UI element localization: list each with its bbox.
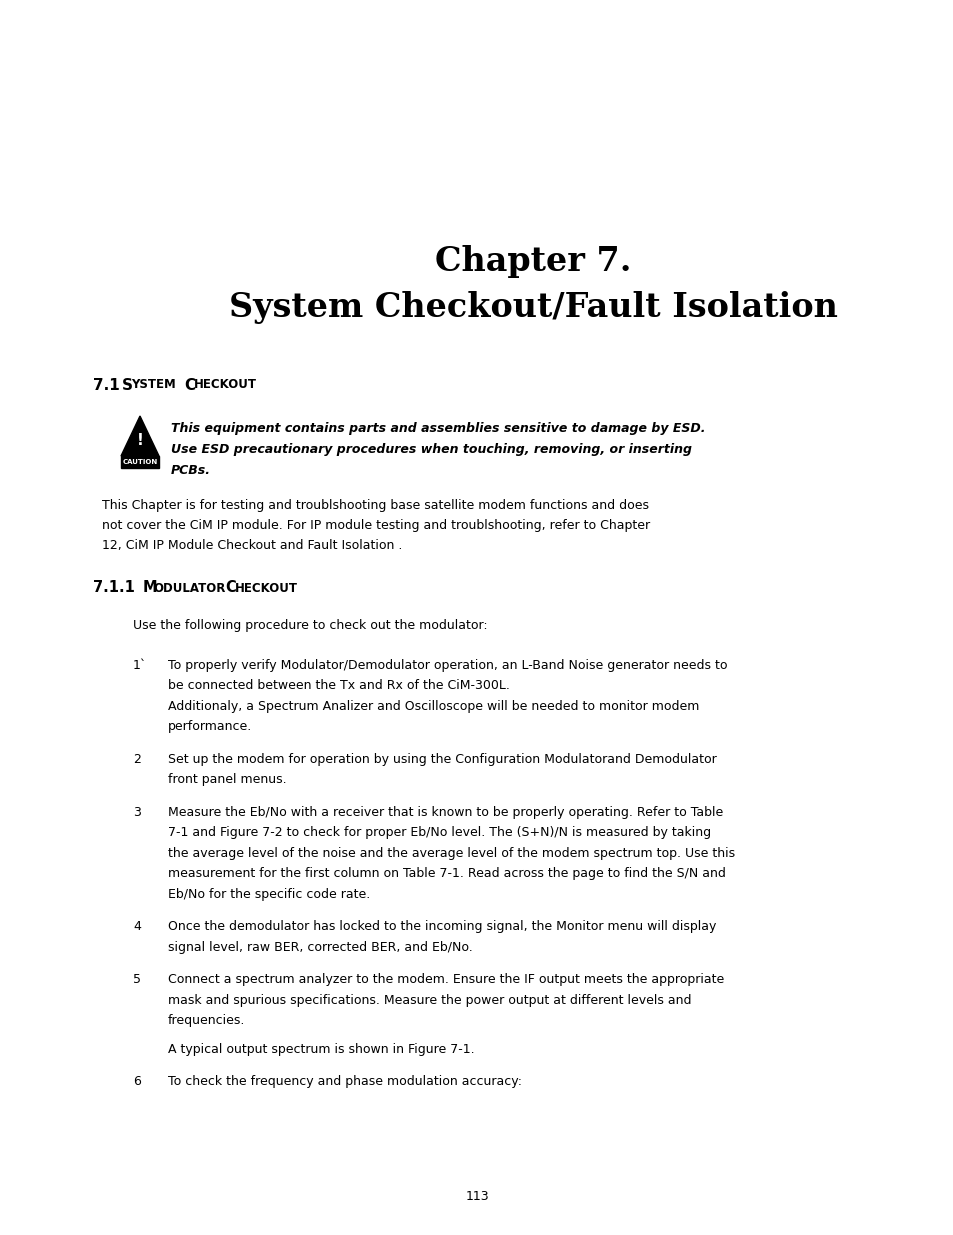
Text: 2: 2 (132, 752, 141, 766)
Text: 113: 113 (465, 1191, 488, 1203)
Text: Chapter 7.: Chapter 7. (435, 246, 631, 279)
Text: mask and spurious specifications. Measure the power output at different levels a: mask and spurious specifications. Measur… (168, 993, 691, 1007)
Text: 5: 5 (132, 973, 141, 986)
Text: Eb/No for the specific code rate.: Eb/No for the specific code rate. (168, 888, 370, 900)
Text: measurement for the first column on Table 7-1. Read across the page to find the : measurement for the first column on Tabl… (168, 867, 725, 881)
Text: 6: 6 (132, 1074, 141, 1088)
Text: front panel menus.: front panel menus. (168, 773, 286, 785)
Text: HECKOUT: HECKOUT (234, 582, 297, 594)
Text: YSTEM: YSTEM (132, 378, 180, 391)
Text: be connected between the Tx and Rx of the CiM-300L.: be connected between the Tx and Rx of th… (168, 679, 509, 692)
Text: the average level of the noise and the average level of the modem spectrum top. : the average level of the noise and the a… (168, 846, 735, 860)
Text: C: C (225, 580, 235, 595)
Text: M: M (143, 580, 157, 595)
Polygon shape (121, 416, 159, 456)
Text: PCBs.: PCBs. (171, 463, 211, 477)
Text: 7-1 and Figure 7-2 to check for proper Eb/No level. The (S+N)/N is measured by t: 7-1 and Figure 7-2 to check for proper E… (168, 826, 710, 839)
Text: Use ESD precautionary procedures when touching, removing, or inserting: Use ESD precautionary procedures when to… (171, 442, 691, 456)
Text: A typical output spectrum is shown in Figure 7-1.: A typical output spectrum is shown in Fi… (168, 1042, 475, 1056)
Text: 7.1: 7.1 (92, 378, 123, 393)
Text: S: S (122, 378, 132, 393)
Text: ODULATOR: ODULATOR (152, 582, 225, 594)
Text: This Chapter is for testing and troublshooting base satellite modem functions an: This Chapter is for testing and troublsh… (102, 499, 648, 511)
Text: Use the following procedure to check out the modulator:: Use the following procedure to check out… (132, 619, 487, 631)
Text: C: C (184, 378, 195, 393)
Text: 3: 3 (132, 805, 141, 819)
Text: performance.: performance. (168, 720, 252, 734)
Text: Measure the Eb/No with a receiver that is known to be properly operating. Refer : Measure the Eb/No with a receiver that i… (168, 805, 722, 819)
Text: To check the frequency and phase modulation accuracy:: To check the frequency and phase modulat… (168, 1074, 521, 1088)
Text: not cover the CiM IP module. For IP module testing and troublshooting, refer to : not cover the CiM IP module. For IP modu… (102, 519, 649, 532)
Text: Additionaly, a Spectrum Analizer and Oscilloscope will be needed to monitor mode: Additionaly, a Spectrum Analizer and Osc… (168, 699, 699, 713)
FancyBboxPatch shape (121, 456, 159, 468)
Text: !: ! (136, 432, 143, 447)
Text: Once the demodulator has locked to the incoming signal, the Monitor menu will di: Once the demodulator has locked to the i… (168, 920, 716, 932)
Text: 4: 4 (132, 920, 141, 932)
Text: frequencies.: frequencies. (168, 1014, 245, 1028)
Text: This equipment contains parts and assemblies sensitive to damage by ESD.: This equipment contains parts and assemb… (171, 421, 705, 435)
Text: signal level, raw BER, corrected BER, and Eb/No.: signal level, raw BER, corrected BER, an… (168, 941, 473, 953)
Text: 1`: 1` (132, 658, 147, 672)
Text: CAUTION: CAUTION (122, 458, 157, 464)
Text: 12, CiM IP Module Checkout and Fault Isolation .: 12, CiM IP Module Checkout and Fault Iso… (102, 540, 402, 552)
Text: System Checkout/Fault Isolation: System Checkout/Fault Isolation (229, 291, 837, 325)
Text: 7.1.1: 7.1.1 (92, 580, 137, 595)
Text: Connect a spectrum analyzer to the modem. Ensure the IF output meets the appropr: Connect a spectrum analyzer to the modem… (168, 973, 723, 986)
Text: To properly verify Modulator/Demodulator operation, an L-Band Noise generator ne: To properly verify Modulator/Demodulator… (168, 658, 727, 672)
Text: HECKOUT: HECKOUT (193, 378, 256, 391)
Text: Set up the modem for operation by using the Configuration Modulatorand Demodulat: Set up the modem for operation by using … (168, 752, 716, 766)
